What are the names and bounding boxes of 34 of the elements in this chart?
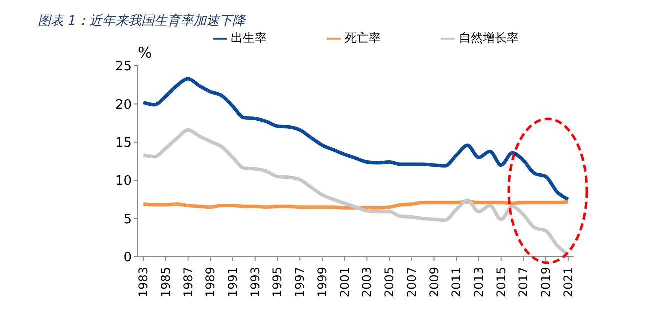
x-tick-label: 2017 <box>516 267 531 298</box>
x-tick-label: 2019 <box>539 267 554 298</box>
line-series <box>142 200 570 210</box>
y-tick-label: 20 <box>115 98 132 113</box>
x-tick-label: 2011 <box>450 267 464 298</box>
y-tick-label: 15 <box>115 136 132 152</box>
line-series <box>142 128 570 256</box>
x-tick-label: 1999 <box>315 267 330 298</box>
x-tick-label: 2013 <box>472 267 486 298</box>
y-axis-title: % <box>138 44 152 62</box>
legend-label: 死亡率 <box>345 31 381 45</box>
x-tick-label: 2003 <box>360 267 374 298</box>
chart-title: 图表 1：近年来我国生育率加速下降 <box>38 12 246 30</box>
x-tick-label: 2021 <box>561 267 576 298</box>
x-tick-label: 1997 <box>293 267 308 298</box>
x-tick-label: 2009 <box>427 267 442 298</box>
legend-label: 出生率 <box>231 31 267 45</box>
x-tick-label: 1993 <box>248 267 262 298</box>
line-series <box>142 77 570 202</box>
y-tick-label: 10 <box>115 174 132 190</box>
x-tick-label: 2015 <box>494 267 508 298</box>
x-tick-label: 1983 <box>136 267 151 298</box>
y-tick-label: 0 <box>124 250 132 266</box>
legend-label: 自然增长率 <box>459 31 519 45</box>
y-tick-label: 5 <box>124 212 132 228</box>
x-tick-label: 1985 <box>158 267 173 298</box>
x-tick-label: 1991 <box>226 267 240 298</box>
y-tick-label: 25 <box>115 60 132 75</box>
x-tick-label: 1987 <box>181 267 196 298</box>
x-tick-label: 1989 <box>204 267 218 298</box>
x-tick-label: 1995 <box>270 267 285 298</box>
x-tick-label: 2007 <box>404 267 419 298</box>
x-tick-label: 2001 <box>338 267 352 298</box>
x-tick-label: 2005 <box>382 267 397 298</box>
